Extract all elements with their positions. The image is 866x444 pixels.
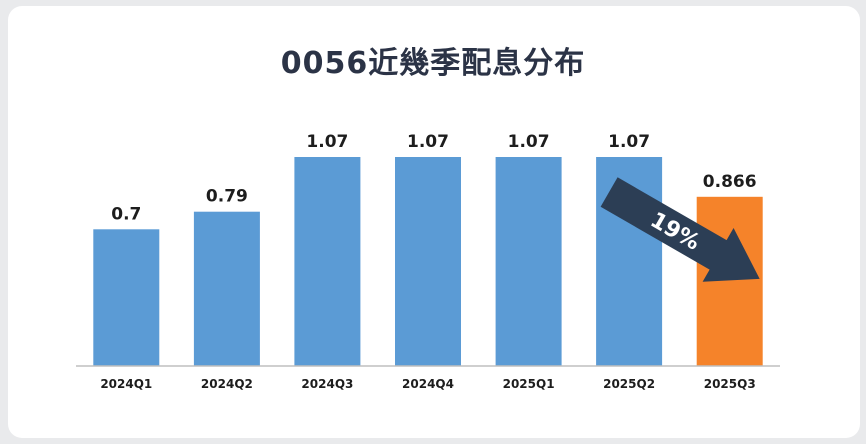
data-label-2024Q3: 1.07	[306, 132, 348, 152]
x-tick-label-2025Q3: 2025Q3	[704, 377, 756, 391]
bar-2024Q3	[294, 157, 361, 366]
data-label-2025Q2: 1.07	[608, 132, 650, 152]
x-tick-label-2024Q3: 2024Q3	[301, 377, 353, 391]
ticks-layer: 2024Q1 2024Q2 2024Q3 2024Q4 2025Q1 2025Q2 2025…	[100, 377, 755, 391]
data-label-2024Q4: 1.07	[407, 132, 449, 152]
x-tick-label-2025Q2: 2025Q2	[603, 377, 655, 391]
bar-2024Q4	[395, 157, 461, 366]
data-label-2025Q3: 0.866	[703, 172, 757, 192]
chart-title: 0056近幾季配息分布	[280, 46, 586, 81]
x-tick-label-2024Q1: 2024Q1	[100, 377, 152, 391]
data-label-2024Q2: 0.79	[206, 187, 248, 207]
x-tick-label-2024Q4: 2024Q4	[402, 377, 454, 391]
data-label-2025Q1: 1.07	[508, 132, 550, 152]
arrow-shape	[600, 177, 760, 282]
x-tick-label-2025Q1: 2025Q1	[503, 377, 555, 391]
data-label-2024Q1: 0.7	[111, 204, 141, 224]
bar-2024Q1	[93, 229, 160, 366]
x-tick-label-2024Q2: 2024Q2	[201, 377, 253, 391]
bar-2025Q1	[495, 157, 562, 366]
bar-2024Q2	[193, 211, 260, 366]
bars-layer: 0.7 0.79 1.07 1.07 1.07 1.07 0.866	[93, 132, 763, 366]
